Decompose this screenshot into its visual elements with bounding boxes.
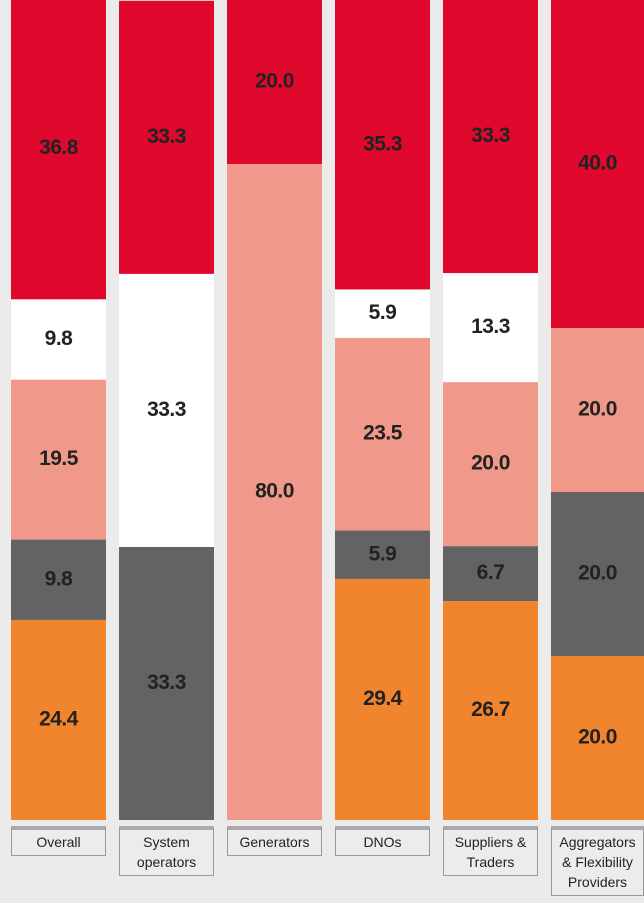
bar-segment	[335, 0, 430, 290]
data-label: 33.3	[147, 398, 186, 421]
bar-segment	[335, 578, 430, 820]
bar-segment	[11, 0, 106, 300]
data-label: 13.3	[471, 315, 510, 338]
data-label: 19.5	[39, 447, 79, 470]
data-label: 20.0	[578, 562, 617, 585]
category-label: Suppliers & Traders	[443, 826, 538, 876]
data-label: 33.3	[147, 125, 186, 148]
bar-segment	[335, 289, 430, 338]
data-label: 33.3	[471, 124, 510, 147]
bar-segment	[11, 619, 106, 820]
bar-segment	[443, 546, 538, 602]
bar-segment	[119, 546, 214, 820]
category-label: DNOs	[335, 826, 430, 856]
data-label: 20.0	[471, 452, 510, 475]
bar-segment	[443, 382, 538, 547]
bar-segment	[11, 379, 106, 540]
data-label: 40.0	[578, 152, 617, 175]
data-label: 5.9	[369, 301, 397, 324]
data-label: 26.7	[471, 698, 510, 721]
data-label: 23.5	[363, 422, 403, 445]
bar-segment	[335, 337, 430, 531]
bar-segment	[551, 656, 644, 820]
data-label: 36.8	[39, 136, 79, 159]
bar-segment	[11, 299, 106, 380]
data-label: 20.0	[255, 70, 294, 93]
bar-segment	[551, 0, 644, 328]
data-label: 20.0	[578, 726, 617, 749]
data-label: 35.3	[363, 132, 402, 155]
bar-segment	[11, 539, 106, 620]
bar-segment	[551, 328, 644, 492]
data-label: 6.7	[477, 561, 505, 584]
data-label: 29.4	[363, 687, 403, 710]
chart: 24.4 9.8 19.5 9.8 36.8 33.3 33.3 33.3 80.0 20.0 29…	[11, 0, 644, 820]
data-label: 5.9	[369, 542, 397, 565]
bar-segment	[119, 0, 214, 274]
bar-segment	[119, 273, 214, 547]
bar-segment	[227, 164, 322, 820]
data-label: 24.4	[39, 708, 79, 731]
bar-segment	[227, 0, 322, 164]
data-label: 33.3	[147, 671, 186, 694]
bar-segment	[443, 0, 538, 274]
bar-segment	[551, 492, 644, 656]
data-label: 20.0	[578, 398, 617, 421]
category-label: Generators	[227, 826, 322, 856]
bar-segment	[443, 601, 538, 820]
bar-segment	[443, 273, 538, 383]
category-label: Aggregators & Flexibility Providers	[551, 826, 644, 896]
category-label: Overall	[11, 826, 106, 856]
data-label: 80.0	[255, 480, 294, 503]
data-label: 9.8	[45, 327, 74, 350]
category-label: System operators	[119, 826, 214, 876]
bar-segment	[335, 530, 430, 579]
data-label: 9.8	[45, 567, 74, 590]
